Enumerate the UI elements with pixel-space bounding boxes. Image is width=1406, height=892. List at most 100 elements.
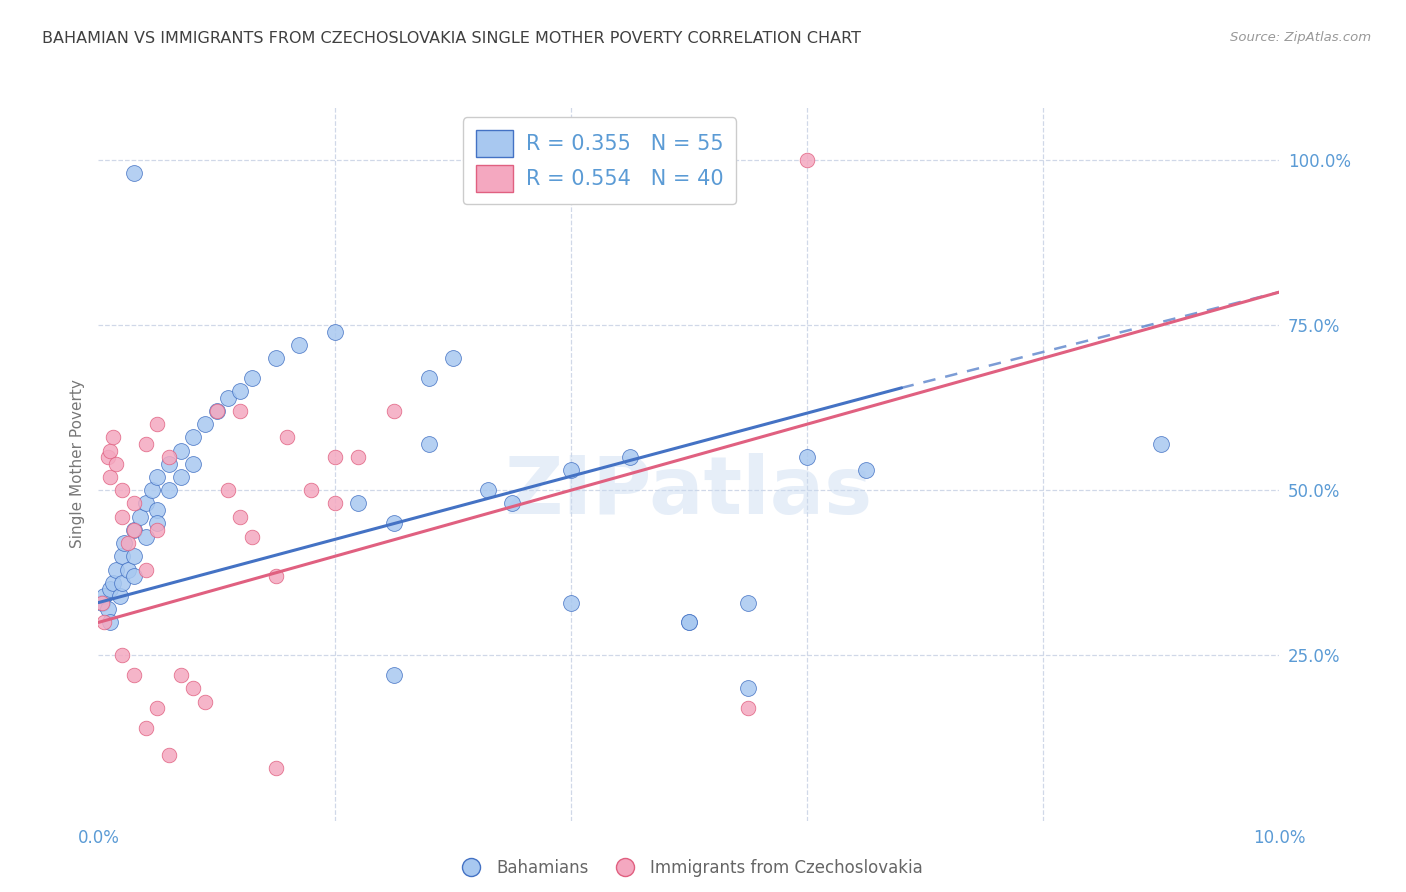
Point	[205, 404, 228, 418]
Point	[146, 417, 169, 432]
Point	[128, 509, 150, 524]
Point	[418, 437, 440, 451]
Point	[170, 470, 193, 484]
Point	[477, 483, 499, 498]
Point	[347, 496, 370, 510]
Y-axis label: Single Mother Poverty: Single Mother Poverty	[69, 379, 84, 549]
Point	[135, 721, 157, 735]
Text: ZIPatlas: ZIPatlas	[505, 453, 873, 532]
Point	[264, 569, 287, 583]
Point	[217, 483, 239, 498]
Point	[105, 457, 128, 471]
Point	[855, 463, 877, 477]
Point	[93, 589, 115, 603]
Point	[146, 523, 169, 537]
Point	[122, 523, 145, 537]
Point	[560, 596, 582, 610]
Point	[194, 417, 217, 432]
Point	[122, 496, 145, 510]
Point	[135, 437, 157, 451]
Point	[240, 529, 263, 543]
Point	[93, 615, 115, 630]
Point	[122, 569, 145, 583]
Point	[135, 529, 157, 543]
Point	[229, 509, 252, 524]
Point	[264, 761, 287, 775]
Point	[146, 701, 169, 715]
Point	[97, 450, 120, 465]
Point	[108, 589, 131, 603]
Point	[112, 536, 135, 550]
Point	[97, 602, 120, 616]
Point	[288, 338, 311, 352]
Point	[157, 457, 180, 471]
Point	[560, 463, 582, 477]
Point	[737, 681, 759, 696]
Point	[737, 596, 759, 610]
Point	[117, 563, 139, 577]
Point	[98, 582, 121, 597]
Point	[101, 430, 124, 444]
Text: BAHAMIAN VS IMMIGRANTS FROM CZECHOSLOVAKIA SINGLE MOTHER POVERTY CORRELATION CHA: BAHAMIAN VS IMMIGRANTS FROM CZECHOSLOVAK…	[42, 31, 862, 46]
Point	[737, 701, 759, 715]
Point	[323, 496, 346, 510]
Point	[101, 575, 124, 590]
Point	[91, 596, 114, 610]
Point	[276, 430, 298, 444]
Point	[678, 615, 700, 630]
Point	[157, 747, 180, 762]
Point	[181, 681, 204, 696]
Point	[98, 443, 121, 458]
Point	[619, 450, 641, 465]
Legend: Bahamians, Immigrants from Czechoslovakia: Bahamians, Immigrants from Czechoslovaki…	[449, 853, 929, 884]
Point	[135, 563, 157, 577]
Point	[98, 470, 121, 484]
Point	[382, 516, 405, 531]
Point	[501, 496, 523, 510]
Point	[122, 549, 145, 564]
Text: Source: ZipAtlas.com: Source: ZipAtlas.com	[1230, 31, 1371, 45]
Point	[157, 483, 180, 498]
Point	[111, 549, 134, 564]
Point	[146, 503, 169, 517]
Point	[135, 496, 157, 510]
Point	[347, 450, 370, 465]
Point	[105, 563, 128, 577]
Point	[141, 483, 163, 498]
Point	[205, 404, 228, 418]
Point	[98, 615, 121, 630]
Point	[441, 351, 464, 365]
Point	[264, 351, 287, 365]
Point	[122, 523, 145, 537]
Point	[1150, 437, 1173, 451]
Point	[122, 166, 145, 180]
Point	[796, 153, 818, 167]
Point	[323, 450, 346, 465]
Point	[678, 615, 700, 630]
Point	[122, 668, 145, 682]
Point	[111, 648, 134, 663]
Point	[157, 450, 180, 465]
Point	[240, 371, 263, 385]
Point	[382, 668, 405, 682]
Point	[181, 430, 204, 444]
Point	[181, 457, 204, 471]
Point	[796, 450, 818, 465]
Point	[111, 509, 134, 524]
Point	[170, 443, 193, 458]
Point	[170, 668, 193, 682]
Point	[111, 483, 134, 498]
Point	[229, 404, 252, 418]
Point	[323, 325, 346, 339]
Point	[418, 371, 440, 385]
Point	[217, 391, 239, 405]
Point	[299, 483, 322, 498]
Point	[194, 695, 217, 709]
Point	[91, 596, 114, 610]
Point	[229, 384, 252, 399]
Point	[146, 470, 169, 484]
Point	[146, 516, 169, 531]
Point	[382, 404, 405, 418]
Point	[117, 536, 139, 550]
Point	[111, 575, 134, 590]
